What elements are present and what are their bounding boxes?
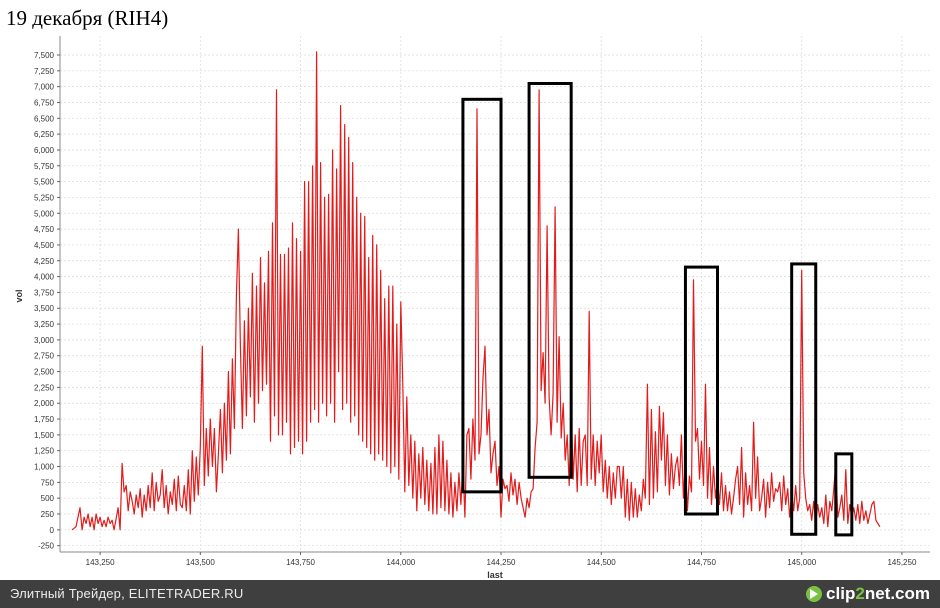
x-axis-ticks: 143,250 143,500 143,750 144,000 144,250 144,5… (86, 552, 917, 567)
highlight-box (790, 262, 818, 536)
x-tick-label: 143,750 (286, 558, 315, 567)
y-tick-label: 6,500 (34, 114, 55, 123)
x-axis-label: last (487, 570, 503, 580)
y-tick-label: 3,250 (34, 320, 55, 329)
y-tick-label: 7,000 (34, 83, 55, 92)
logo-suffix: net.com (864, 584, 930, 603)
x-tick-label: 144,000 (386, 558, 415, 567)
y-tick-label: 250 (41, 510, 55, 519)
y-tick-label: -250 (38, 542, 55, 551)
y-tick-label: 3,750 (34, 288, 55, 297)
x-tick-label: 143,250 (86, 558, 115, 567)
axes (59, 36, 930, 553)
y-tick-label: 5,250 (34, 193, 55, 202)
logo-text: clip2net.com (826, 584, 930, 604)
highlight-box (461, 97, 503, 494)
y-tick-label: 750 (41, 478, 55, 487)
highlight-box (527, 81, 573, 479)
grid-lines (60, 36, 930, 552)
y-tick-label: 6,250 (34, 130, 55, 139)
y-tick-label: 3,000 (34, 336, 55, 345)
y-tick-label: 1,750 (34, 415, 55, 424)
highlight-boxes (461, 81, 854, 537)
highlight-box (683, 265, 720, 516)
x-tick-label: 145,000 (787, 558, 816, 567)
y-tick-label: 6,750 (34, 98, 55, 107)
y-tick-label: 2,250 (34, 383, 55, 392)
y-tick-label: 3,500 (34, 304, 55, 313)
y-tick-label: 1,500 (34, 431, 55, 440)
footer-caption: Элитный Трейдер, ELITETRADER.RU (10, 586, 244, 601)
volume-line-chart: -250 0 250 500 750 1,000 1,250 1,500 1,750 2,000 2… (14, 36, 930, 580)
highlight-box (834, 452, 854, 537)
x-tick-label: 145,250 (887, 558, 916, 567)
y-tick-label: 2,500 (34, 368, 55, 377)
y-tick-label: 4,250 (34, 257, 55, 266)
play-icon (806, 586, 823, 602)
logo-prefix: clip (826, 584, 856, 603)
x-tick-label: 144,500 (587, 558, 616, 567)
y-tick-label: 7,250 (34, 67, 55, 76)
logo-accent: 2 (855, 584, 865, 603)
y-tick-label: 4,000 (34, 273, 55, 282)
clip2net-logo: clip2net.com (806, 583, 930, 605)
y-tick-label: 0 (50, 526, 55, 535)
y-tick-label: 5,750 (34, 162, 55, 171)
x-tick-label: 143,500 (186, 558, 215, 567)
volume-series-line (71, 51, 881, 531)
series-layer (71, 51, 881, 531)
y-tick-label: 6,000 (34, 146, 55, 155)
chart-title: 19 декабря (RIH4) (6, 6, 169, 30)
y-tick-label: 2,750 (34, 352, 55, 361)
y-tick-label: 5,000 (34, 209, 55, 218)
footer-bar: Элитный Трейдер, ELITETRADER.RU clip2net… (0, 580, 940, 608)
y-tick-label: 1,000 (34, 463, 55, 472)
y-tick-label: 4,750 (34, 225, 55, 234)
x-tick-label: 144,750 (687, 558, 716, 567)
y-axis-label: vol (14, 289, 24, 302)
y-tick-label: 2,000 (34, 399, 55, 408)
y-tick-label: 4,500 (34, 241, 55, 250)
y-tick-label: 500 (41, 494, 55, 503)
y-axis-ticks: -250 0 250 500 750 1,000 1,250 1,500 1,750 2,000 2… (34, 51, 60, 551)
x-tick-label: 144,250 (487, 558, 516, 567)
y-tick-label: 7,500 (34, 51, 55, 60)
y-tick-label: 1,250 (34, 447, 55, 456)
y-tick-label: 5,500 (34, 178, 55, 187)
